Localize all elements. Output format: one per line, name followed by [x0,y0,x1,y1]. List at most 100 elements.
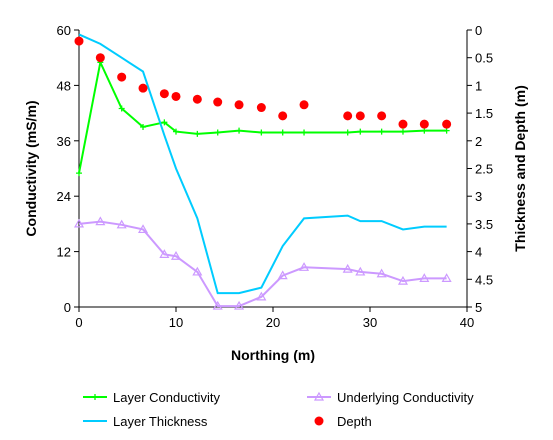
y2-tick-label: 1.5 [475,106,493,121]
data-point [194,130,201,137]
y2-tick-label: 2 [475,134,482,149]
data-point [95,216,106,226]
y2-tick-label: 0 [475,23,482,38]
y-axis-left-title: Conductivity (mS/m) [23,100,39,236]
y2-tick-label: 0.5 [475,51,493,66]
data-point [256,103,266,113]
legend-label: Depth [337,414,372,429]
legend-symbol-depth [314,416,324,426]
data-point [299,262,310,271]
data-point [213,97,223,107]
legend-item-layer-conductivity: Layer Conductivity [83,390,220,405]
series-underlying-conductivity [73,216,452,310]
data-point [299,100,309,110]
legend-marker [313,391,325,401]
data-point [397,275,409,285]
data-point [116,219,127,229]
legend-label: Underlying Conductivity [337,390,474,405]
x-tick-label: 30 [363,315,377,330]
data-point [399,128,406,135]
data-point [256,291,267,301]
x-tick-label: 0 [75,315,82,330]
data-point [173,128,179,135]
series-line [78,220,447,308]
x-tick-label: 20 [266,315,280,330]
series-line [78,59,447,174]
data-point [357,128,364,135]
x-tick-label: 40 [460,315,474,330]
data-point [234,300,245,310]
data-point [376,268,387,278]
legend-symbol-layer-conductivity [83,394,107,400]
legend-item-layer-thickness: Layer Thickness [83,414,208,429]
y2-tick-label: 3.5 [475,217,493,232]
y2-tick-label: 3 [475,189,482,204]
data-point [76,170,82,177]
x-axis-ticks: 0 10 20 30 40 [75,307,474,330]
data-point [214,129,221,136]
data-point [344,129,351,136]
y-tick-label: 36 [57,134,71,149]
data-point [159,249,170,258]
legend: Layer Conductivity Underlying Conductivi… [83,390,474,429]
data-point [140,123,147,130]
data-point [398,119,408,129]
data-point [74,36,84,46]
x-tick-label: 10 [169,315,183,330]
data-point [137,224,149,234]
data-point [278,111,288,121]
series-layer [73,33,452,310]
legend-symbol-underlying-conductivity [307,391,331,401]
y-axis-right-title: Thickness and Depth (m) [512,85,528,251]
data-point [342,263,353,273]
data-point [138,83,148,93]
data-point [419,273,430,282]
y2-tick-label: 1 [475,78,482,93]
legend-item-depth: Depth [314,414,372,429]
y2-tick-label: 4.5 [475,272,493,287]
data-point [419,119,429,129]
data-point [192,266,203,276]
data-point [377,111,387,121]
data-point [355,111,365,121]
data-point [258,129,265,136]
data-point [279,129,286,136]
y-tick-label: 24 [57,189,71,204]
series-layer-thickness [78,33,447,295]
series-layer-conductivity [76,59,450,177]
legend-marker [92,394,98,400]
data-point [236,127,243,134]
legend-label: Layer Conductivity [113,390,220,405]
data-point [170,251,182,260]
y-axis-right-ticks: 0 0.5 1 1.5 2 2.5 3 3.5 4 4.5 5 [467,23,493,315]
data-point [192,94,202,104]
data-point [212,300,223,310]
data-point [118,105,125,112]
data-point [161,119,168,126]
legend-marker [314,416,324,426]
y-tick-label: 60 [57,23,71,38]
series-line [78,33,447,295]
y-tick-label: 12 [57,245,71,260]
y2-tick-label: 2.5 [475,162,493,177]
data-point [355,266,366,276]
y-axis-left-ticks: 0 12 24 36 48 60 [57,23,79,315]
data-point [95,53,105,63]
data-point [117,72,127,82]
data-point [73,218,85,228]
data-point [301,129,308,136]
legend-label: Layer Thickness [113,414,208,429]
y-tick-label: 48 [57,78,71,93]
data-point [343,111,353,121]
data-point [159,89,169,99]
data-point [277,270,288,280]
x-axis-title: Northing (m) [231,347,315,363]
data-point [171,91,181,101]
data-point [441,273,452,282]
legend-item-underlying-conductivity: Underlying Conductivity [307,390,474,405]
data-point [378,128,385,135]
series-depth [74,36,452,129]
data-point [442,119,452,129]
y2-tick-label: 5 [475,300,482,315]
